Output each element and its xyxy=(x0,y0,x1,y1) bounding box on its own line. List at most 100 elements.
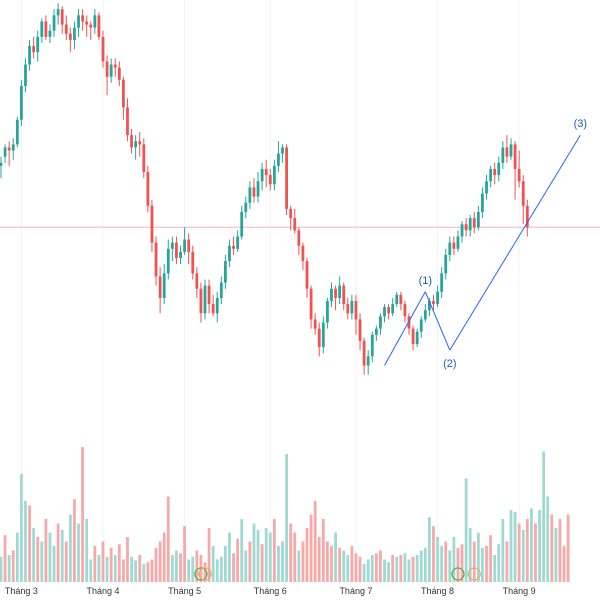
candle-body xyxy=(415,331,419,344)
candle xyxy=(301,242,305,271)
volume-bar xyxy=(272,519,276,582)
volume-bar xyxy=(240,519,244,582)
candle-body xyxy=(407,316,411,329)
candle-body xyxy=(224,261,227,283)
candle-body xyxy=(48,30,52,37)
volume-bar xyxy=(81,447,84,582)
candle-body xyxy=(338,285,342,298)
candle-body xyxy=(509,144,513,157)
candle-body xyxy=(472,218,476,228)
candle-body xyxy=(20,86,23,120)
x-axis-label: Tháng 9 xyxy=(503,586,536,596)
candle-body xyxy=(334,288,337,298)
candle-body xyxy=(517,168,521,182)
candle-body xyxy=(36,36,40,53)
candle-body xyxy=(166,248,170,274)
candle-body xyxy=(183,239,186,252)
volume-bar xyxy=(554,528,558,582)
candle-body xyxy=(89,24,93,28)
volume-bar xyxy=(126,537,129,582)
volume-bar xyxy=(326,541,329,582)
candle xyxy=(93,9,97,34)
candle xyxy=(370,331,374,363)
volume-bar xyxy=(40,541,44,582)
candle xyxy=(138,132,142,157)
candle xyxy=(7,141,11,166)
x-axis-label: Tháng 5 xyxy=(168,586,201,596)
candle xyxy=(175,236,178,265)
candle xyxy=(436,285,439,308)
candle-body xyxy=(423,310,427,320)
candle-body xyxy=(432,301,435,305)
volume-bar xyxy=(370,555,374,582)
candle xyxy=(170,236,174,262)
candle-body xyxy=(142,144,146,172)
candle-body xyxy=(203,285,207,314)
candle-body xyxy=(77,15,80,28)
candle-body xyxy=(513,144,517,169)
wave-line xyxy=(384,291,426,366)
candlesticks xyxy=(0,3,529,375)
x-axis-label: Tháng 3 xyxy=(5,586,38,596)
volume-bar xyxy=(15,532,19,582)
volume-bar xyxy=(493,555,497,582)
candle xyxy=(411,325,415,351)
volume-bar xyxy=(109,547,113,582)
candle-body xyxy=(350,301,354,314)
volume-bar xyxy=(281,541,284,582)
volume-bar xyxy=(432,526,435,582)
volume-bar xyxy=(203,562,207,582)
candle xyxy=(395,291,399,308)
candle-body xyxy=(305,261,309,289)
candle xyxy=(277,141,280,172)
candle-body xyxy=(481,193,484,212)
volume-bar xyxy=(505,541,509,582)
x-axis-label: Tháng 7 xyxy=(339,586,372,596)
volume-bar xyxy=(566,514,570,582)
candle xyxy=(317,322,321,357)
candle-body xyxy=(411,328,415,344)
volume-bar xyxy=(403,553,407,582)
candle xyxy=(236,230,240,252)
candle-body xyxy=(358,319,362,341)
volume-marker-icon xyxy=(198,567,212,581)
candle-body xyxy=(252,187,256,197)
candle xyxy=(281,144,284,163)
candle xyxy=(476,205,480,231)
candle-body xyxy=(330,288,333,301)
volume-bar xyxy=(497,544,501,582)
candle xyxy=(28,39,31,71)
candle xyxy=(142,138,146,179)
volume-bar xyxy=(419,550,423,582)
candle-body xyxy=(15,119,19,145)
volume-bar xyxy=(24,501,27,582)
candle-body xyxy=(3,147,7,157)
candle-body xyxy=(11,144,15,151)
volume-bar xyxy=(224,546,227,582)
candle-body xyxy=(40,21,44,37)
volume-bar xyxy=(277,546,280,582)
volume-bar xyxy=(297,550,301,582)
volume-bar xyxy=(317,537,321,582)
volume-bar xyxy=(456,547,460,582)
candle xyxy=(24,58,27,93)
candle-body xyxy=(370,334,374,357)
volume-bar xyxy=(513,511,517,582)
candle-body xyxy=(138,141,142,145)
candle-body xyxy=(354,301,358,320)
volume-bar xyxy=(134,560,138,582)
volume-bar xyxy=(56,523,60,582)
volume-bar xyxy=(521,529,525,582)
candle xyxy=(334,285,337,311)
candle xyxy=(354,294,358,335)
volume-bar xyxy=(358,556,362,582)
candle xyxy=(109,58,113,83)
candle xyxy=(179,245,182,265)
volume-bar xyxy=(464,478,468,582)
volume-bar xyxy=(20,474,23,582)
candle xyxy=(81,9,84,31)
volume-bar xyxy=(501,519,505,582)
candle xyxy=(187,233,191,265)
candle xyxy=(293,208,297,234)
